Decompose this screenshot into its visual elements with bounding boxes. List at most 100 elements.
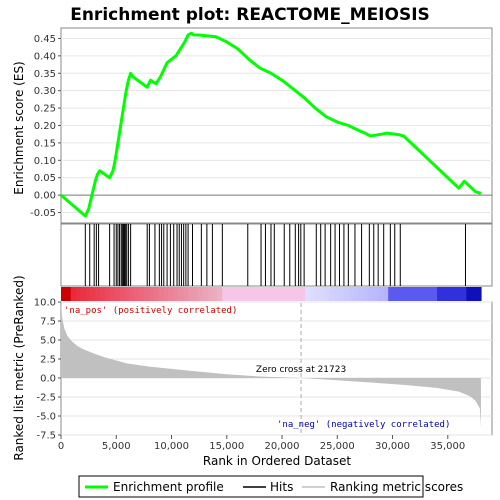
color-bar-segment — [275, 287, 282, 301]
color-bar-segment — [393, 287, 399, 301]
color-bar-segment — [129, 287, 135, 301]
es-y-axis-label: Enrichment score (ES) — [12, 61, 26, 194]
color-bar-segment — [192, 287, 199, 301]
color-bar-segment — [412, 287, 419, 301]
color-bar-segment — [80, 287, 87, 301]
legend-metric-label: Ranking metric scores — [330, 480, 463, 494]
metric-y-tick-label: 7.5 — [40, 317, 56, 328]
es-y-tick-label: 0.30 — [34, 86, 56, 97]
es-y-tick-label: 0.00 — [34, 191, 56, 202]
color-bar-segment — [354, 287, 360, 301]
color-bar-segment — [124, 287, 130, 301]
metric-y-ticks: -7.5 -5.0 -2.5 0.0 2.5 5.0 7.5 10.0 — [34, 298, 61, 442]
legend-hits-label: Hits — [270, 480, 293, 494]
color-bar-segment — [85, 287, 91, 301]
color-bar-segment — [422, 287, 428, 301]
color-bar-segment — [236, 287, 243, 301]
color-bar-segment — [466, 287, 472, 301]
metric-y-tick-label: -7.5 — [36, 431, 56, 442]
color-bar-segment — [246, 287, 253, 301]
color-bar-segment — [378, 287, 384, 301]
x-tick-label: 10,000 — [154, 441, 189, 452]
x-tick-label: 25,000 — [320, 441, 355, 452]
color-bar-segment — [300, 287, 306, 301]
color-bar-segment — [285, 287, 292, 301]
color-bar-segment — [456, 287, 463, 301]
x-tick-label: 15,000 — [209, 441, 244, 452]
metric-y-axis-label: Ranked list metric (PreRanked) — [12, 275, 26, 460]
color-bar-segment — [178, 287, 184, 301]
color-bar-segment — [427, 287, 433, 301]
color-bar-segment — [314, 287, 321, 301]
metric-y-tick-label: 0.0 — [40, 374, 56, 385]
color-bar-segment — [212, 287, 218, 301]
chart-title: Enrichment plot: REACTOME_MEIOSIS — [70, 5, 430, 25]
color-bar-segment — [222, 287, 228, 301]
es-y-tick-label: 0.10 — [34, 156, 56, 167]
x-tick-label: 5,000 — [102, 441, 131, 452]
color-bar-segment — [173, 287, 179, 301]
color-bar-segment — [70, 287, 77, 301]
hit-lines — [84, 224, 466, 286]
rank-color-bar — [61, 287, 482, 301]
metric-y-tick-label: 10.0 — [34, 298, 56, 309]
color-bar-segment — [202, 287, 209, 301]
color-bar-segment — [65, 287, 72, 301]
color-bar-segment — [349, 287, 355, 301]
color-bar-segment — [271, 287, 277, 301]
legend-enrichment-label: Enrichment profile — [113, 480, 224, 494]
color-bar-segment — [261, 287, 267, 301]
color-bar-segment — [368, 287, 375, 301]
color-bar-segment — [407, 287, 414, 301]
color-bar-segment — [280, 287, 287, 301]
es-y-tick-label: 0.05 — [34, 173, 56, 184]
color-bar-segment — [100, 287, 106, 301]
color-bar-segment — [187, 287, 194, 301]
color-bar-segment — [168, 287, 174, 301]
color-bar-segment — [90, 287, 96, 301]
color-bar-segment — [319, 287, 326, 301]
color-bar-segment — [266, 287, 272, 301]
color-bar-segment — [402, 287, 409, 301]
color-bar-segment — [139, 287, 145, 301]
color-bar-segment — [104, 287, 111, 301]
color-bar-segment — [329, 287, 336, 301]
color-bar-segment — [75, 287, 82, 301]
x-tick-label: 20,000 — [265, 441, 300, 452]
hits-panel-frame — [60, 223, 493, 287]
color-bar-segment — [358, 287, 365, 301]
color-bar-segment — [344, 287, 350, 301]
x-tick-label: 35,000 — [430, 441, 465, 452]
color-bar-segment — [197, 287, 204, 301]
negative-correlation-label: 'na_neg' (negatively correlated) — [277, 420, 450, 430]
color-bar-segment — [251, 287, 257, 301]
color-bar-segment — [446, 287, 453, 301]
color-bar-segment — [114, 287, 121, 301]
es-y-ticks: -0.05 0.00 0.05 0.10 0.15 0.20 0.25 0.30 0.35 0.4… — [30, 34, 61, 219]
color-bar-segment — [163, 287, 170, 301]
color-bar-segment — [334, 287, 340, 301]
x-axis-label: Rank in Ordered Dataset — [203, 454, 351, 468]
color-bar-segment — [227, 287, 233, 301]
metric-y-tick-label: 5.0 — [40, 336, 56, 347]
zero-cross-label: Zero cross at 21723 — [256, 365, 346, 375]
es-y-tick-label: 0.40 — [34, 51, 56, 62]
metric-y-tick-label: -5.0 — [36, 412, 56, 423]
color-bar-segment — [310, 287, 316, 301]
color-bar-segment — [417, 287, 423, 301]
color-bar-segment — [437, 287, 443, 301]
color-bar-segment — [471, 287, 477, 301]
es-y-tick-label: -0.05 — [30, 208, 56, 219]
color-bar-segment — [231, 287, 238, 301]
enrichment-profile-line — [60, 31, 482, 218]
color-bar-segment — [339, 287, 345, 301]
es-y-tick-label: 0.45 — [34, 34, 56, 45]
color-bar-segment — [207, 287, 213, 301]
color-bar-segment — [373, 287, 380, 301]
color-bar-segment — [95, 287, 101, 301]
color-bar-segment — [363, 287, 370, 301]
x-tick-label: 30,000 — [375, 441, 410, 452]
positive-correlation-label: 'na_pos' (positively correlated) — [64, 306, 237, 316]
x-axis-ticks: 0 5,000 10,000 15,000 20,000 25,000 30,000 35,0… — [58, 435, 465, 452]
